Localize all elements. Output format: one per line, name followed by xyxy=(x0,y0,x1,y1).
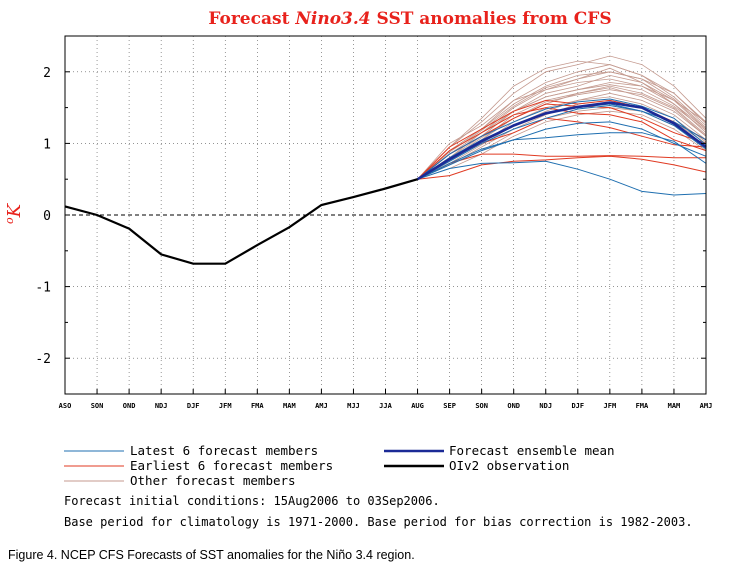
legend-item-other: Other forecast members xyxy=(64,473,296,488)
x-tick-label: NDJ xyxy=(155,402,168,410)
x-tick-label: FMA xyxy=(636,402,649,410)
other-member-line xyxy=(417,84,707,180)
chart-title-part-1: Forecast xyxy=(208,9,295,29)
y-tick-label: -1 xyxy=(35,281,51,296)
x-tick-label: AMJ xyxy=(315,402,328,410)
svg-text:oK: oK xyxy=(3,202,25,224)
x-tick-label: SEP xyxy=(443,402,456,410)
y-axis-label-unit: K xyxy=(4,202,25,218)
x-tick-label: DJF xyxy=(571,402,584,410)
x-tick-label: ASO xyxy=(59,402,72,410)
observation-line xyxy=(64,178,418,265)
x-tick-label: JJA xyxy=(379,402,392,410)
x-tick-label: AMJ xyxy=(700,402,713,410)
y-tick-label: 2 xyxy=(43,66,51,81)
earliest-member-line xyxy=(417,155,707,180)
y-tick-label: 0 xyxy=(43,209,51,224)
other-member-line xyxy=(417,60,707,180)
x-tick-label: MAM xyxy=(283,402,296,410)
chart-title: Forecast Nino3.4 SST anomalies from CFS xyxy=(208,9,611,29)
legend-item-observation: OIv2 observation xyxy=(384,458,569,473)
other-member-line xyxy=(417,55,707,180)
legend-item-mean: Forecast ensemble mean xyxy=(384,443,615,458)
legend-label-mean: Forecast ensemble mean xyxy=(449,443,615,458)
x-tick-label: MAM xyxy=(668,402,681,410)
latest-member-line xyxy=(417,121,707,180)
x-tick-label: JFM xyxy=(604,402,617,410)
x-tick-label: DJF xyxy=(187,402,200,410)
y-axis-label-degree: o xyxy=(3,217,16,224)
axes: ASO SON OND NDJ DJF JFM FMA MAM AMJ MJJ JJA AUG SEP S… xyxy=(35,35,713,410)
other-member-line xyxy=(417,99,707,180)
x-tick-label: SON xyxy=(475,402,488,410)
main-lines xyxy=(64,101,707,265)
legend-label-other: Other forecast members xyxy=(130,473,296,488)
x-tick-label: FMA xyxy=(251,402,264,410)
x-tick-label: NDJ xyxy=(539,402,552,410)
initial-conditions-note: Forecast initial conditions: 15Aug2006 t… xyxy=(64,494,440,508)
latest-member-line xyxy=(417,98,707,180)
chart-title-part-2: Nino3.4 xyxy=(294,9,370,29)
legend-label-earliest: Earliest 6 forecast members xyxy=(130,458,333,473)
legend-item-earliest: Earliest 6 forecast members xyxy=(64,458,333,473)
legend-label-latest: Latest 6 forecast members xyxy=(130,443,318,458)
earliest-member-line xyxy=(417,153,706,180)
other-member-line xyxy=(417,89,707,180)
chart-title-part-3: SST anomalies from CFS xyxy=(371,9,612,29)
other-member-line xyxy=(417,64,707,180)
x-tick-label: AUG xyxy=(411,402,424,410)
earliest-member-line xyxy=(417,99,707,180)
ensemble-mean-line xyxy=(416,101,707,181)
legend-item-latest: Latest 6 forecast members xyxy=(64,443,318,458)
grid xyxy=(65,36,706,394)
cfs-nino34-chart: Forecast Nino3.4 SST anomalies from CFS … xyxy=(3,9,713,488)
x-tick-label: OND xyxy=(507,402,520,410)
latest-member-line xyxy=(417,132,707,180)
base-period-note: Base period for climatology is 1971-2000… xyxy=(64,515,693,529)
x-tick-label: OND xyxy=(123,402,136,410)
y-tick-label: -2 xyxy=(35,352,51,367)
figure-caption: Figure 4. NCEP CFS Forecasts of SST anom… xyxy=(8,548,415,562)
y-tick-label: 1 xyxy=(43,137,51,152)
forecast-members xyxy=(417,55,707,196)
y-axis-label: oK xyxy=(3,202,25,224)
x-tick-label: JFM xyxy=(219,402,232,410)
latest-member-line xyxy=(417,160,707,196)
other-member-line xyxy=(417,110,707,180)
x-tick-label: SON xyxy=(91,402,104,410)
other-member-line xyxy=(417,74,707,180)
legend-label-observation: OIv2 observation xyxy=(449,458,569,473)
legend: Latest 6 forecast members Earliest 6 for… xyxy=(64,443,615,488)
x-tick-label: MJJ xyxy=(347,402,360,410)
